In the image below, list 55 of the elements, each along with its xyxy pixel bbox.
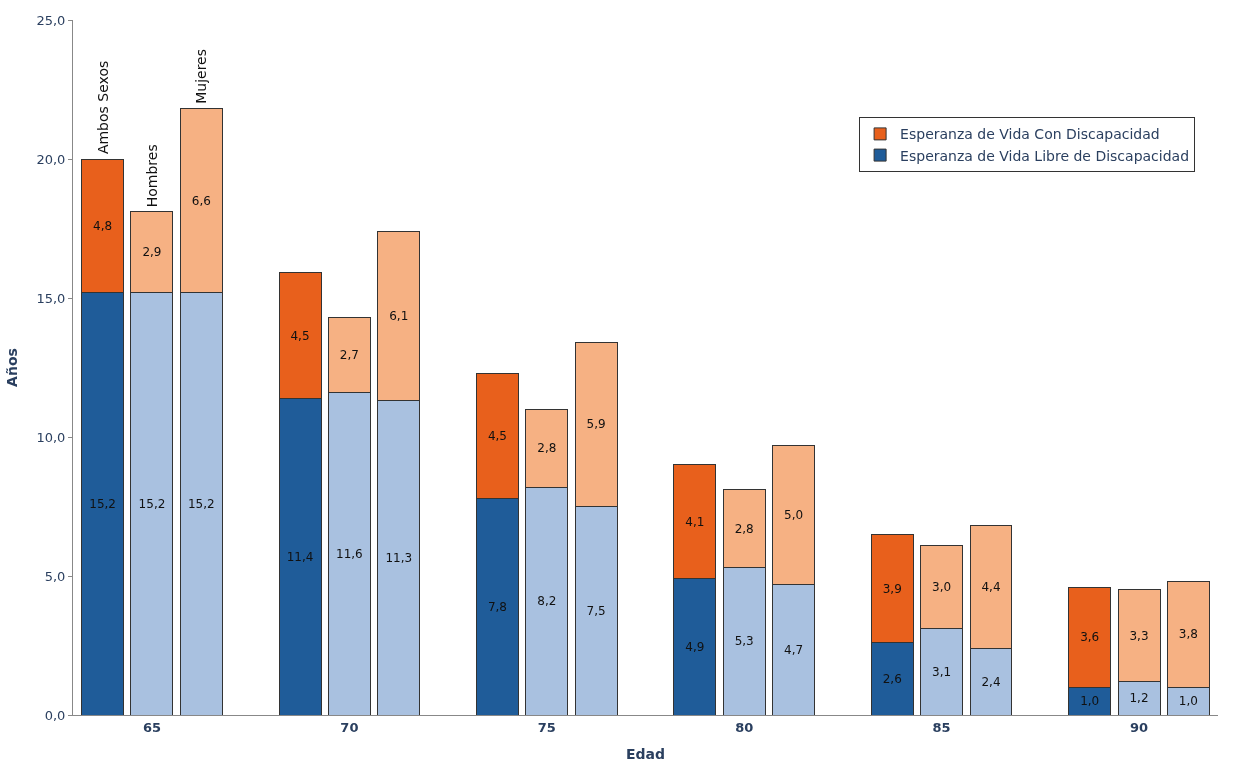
data-label: 1,2 <box>1129 691 1149 706</box>
annotation: Ambos Sexos <box>95 60 112 155</box>
data-label: 4,9 <box>685 639 705 654</box>
y-tick-label: 10,0 <box>36 429 66 445</box>
data-label: 1,0 <box>1080 694 1100 709</box>
data-label: 11,4 <box>286 549 314 564</box>
data-label: 3,3 <box>1129 628 1149 643</box>
data-label: 2,9 <box>142 245 162 260</box>
data-label: 2,7 <box>339 347 359 362</box>
y-tick-label: 15,0 <box>36 290 66 306</box>
data-label: 3,8 <box>1178 627 1198 642</box>
data-label: 4,4 <box>981 580 1001 595</box>
data-label: 5,9 <box>586 417 606 432</box>
data-label: 7,5 <box>586 603 606 618</box>
data-label: 11,3 <box>385 550 413 565</box>
data-label: 3,1 <box>932 664 952 679</box>
data-label: 11,6 <box>336 546 363 561</box>
y-tick-label: 0,0 <box>44 707 66 723</box>
data-label: 4,8 <box>93 218 113 233</box>
data-label: 15,2 <box>187 496 215 511</box>
x-tick-label: 65 <box>142 719 162 735</box>
data-label: 2,4 <box>981 674 1001 689</box>
data-label: 15,2 <box>89 496 116 511</box>
data-label: 2,6 <box>882 671 902 686</box>
legend-label: Esperanza de Vida Con Discapacidad <box>900 126 1160 143</box>
data-label: 8,2 <box>537 594 557 609</box>
data-label: 2,8 <box>734 521 754 536</box>
data-label: 6,1 <box>389 309 409 324</box>
x-tick-label: 85 <box>932 719 951 735</box>
data-label: 4,5 <box>487 428 507 443</box>
data-label: 4,5 <box>290 328 310 343</box>
data-label: 3,6 <box>1080 630 1100 645</box>
x-tick-label: 90 <box>1129 719 1149 735</box>
y-tick-label: 20,0 <box>36 151 66 167</box>
data-label: 5,0 <box>784 507 804 522</box>
y-tick-label: 5,0 <box>44 568 66 584</box>
x-tick-label: 75 <box>537 719 556 735</box>
data-label: 4,1 <box>685 514 705 529</box>
y-tick-label: 25,0 <box>36 12 66 28</box>
annotation: Mujeres <box>192 48 209 104</box>
data-label: 3,0 <box>932 580 952 595</box>
data-label: 15,2 <box>138 496 166 511</box>
x-tick-label: 70 <box>340 719 359 735</box>
x-axis-title: Edad <box>625 745 666 762</box>
annotation: Hombres <box>143 144 160 208</box>
data-label: 4,7 <box>784 642 804 657</box>
data-label: 6,6 <box>191 193 211 208</box>
data-label: 7,8 <box>487 599 507 614</box>
data-label: 2,8 <box>537 441 557 456</box>
data-label: 5,3 <box>734 634 754 649</box>
data-label: 1,0 <box>1178 694 1198 709</box>
legend-label: Esperanza de Vida Libre de Discapacidad <box>900 147 1190 164</box>
data-label: 3,9 <box>882 581 902 596</box>
x-tick-label: 80 <box>735 719 754 735</box>
y-axis-title: Años <box>4 348 21 387</box>
